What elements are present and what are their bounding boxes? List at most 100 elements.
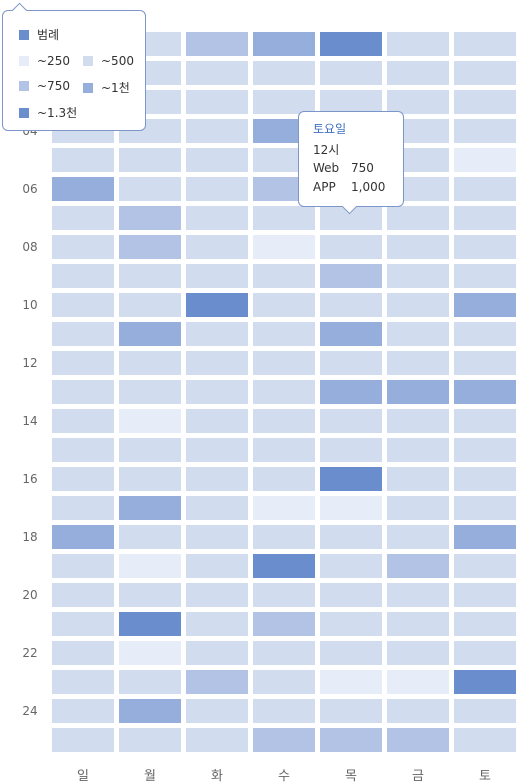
heatmap-cell[interactable] <box>320 235 382 259</box>
heatmap-cell[interactable] <box>186 119 248 143</box>
heatmap-cell[interactable] <box>253 525 315 549</box>
heatmap-cell[interactable] <box>253 583 315 607</box>
heatmap-cell[interactable] <box>52 670 114 694</box>
heatmap-cell[interactable] <box>454 525 516 549</box>
heatmap-cell[interactable] <box>253 351 315 375</box>
heatmap-cell[interactable] <box>52 148 114 172</box>
heatmap-cell[interactable] <box>454 699 516 723</box>
heatmap-cell[interactable] <box>387 641 449 665</box>
heatmap-cell[interactable] <box>320 554 382 578</box>
heatmap-cell[interactable] <box>320 380 382 404</box>
heatmap-cell[interactable] <box>320 351 382 375</box>
heatmap-cell[interactable] <box>454 32 516 56</box>
heatmap-cell[interactable] <box>119 467 181 491</box>
heatmap-cell[interactable] <box>253 235 315 259</box>
heatmap-cell[interactable] <box>387 206 449 230</box>
heatmap-cell[interactable] <box>387 322 449 346</box>
heatmap-cell[interactable] <box>186 177 248 201</box>
heatmap-cell[interactable] <box>454 728 516 752</box>
heatmap-cell[interactable] <box>52 380 114 404</box>
heatmap-cell[interactable] <box>119 612 181 636</box>
heatmap-cell[interactable] <box>119 264 181 288</box>
heatmap-cell[interactable] <box>119 177 181 201</box>
heatmap-cell[interactable] <box>387 61 449 85</box>
heatmap-cell[interactable] <box>186 293 248 317</box>
heatmap-cell[interactable] <box>52 177 114 201</box>
heatmap-cell[interactable] <box>52 467 114 491</box>
heatmap-cell[interactable] <box>119 380 181 404</box>
heatmap-cell[interactable] <box>186 264 248 288</box>
heatmap-cell[interactable] <box>320 264 382 288</box>
heatmap-cell[interactable] <box>119 293 181 317</box>
heatmap-cell[interactable] <box>119 351 181 375</box>
heatmap-cell[interactable] <box>387 293 449 317</box>
heatmap-cell[interactable] <box>387 467 449 491</box>
heatmap-cell[interactable] <box>52 641 114 665</box>
heatmap-cell[interactable] <box>454 264 516 288</box>
heatmap-cell[interactable] <box>52 554 114 578</box>
heatmap-cell[interactable] <box>454 409 516 433</box>
heatmap-cell[interactable] <box>387 264 449 288</box>
heatmap-cell[interactable] <box>52 496 114 520</box>
heatmap-cell[interactable] <box>186 61 248 85</box>
heatmap-cell[interactable] <box>320 90 382 114</box>
heatmap-cell[interactable] <box>52 235 114 259</box>
heatmap-cell[interactable] <box>454 641 516 665</box>
heatmap-cell[interactable] <box>119 438 181 462</box>
heatmap-cell[interactable] <box>387 728 449 752</box>
heatmap-cell[interactable] <box>387 554 449 578</box>
heatmap-cell[interactable] <box>52 206 114 230</box>
heatmap-cell[interactable] <box>320 496 382 520</box>
heatmap-cell[interactable] <box>320 670 382 694</box>
heatmap-cell[interactable] <box>320 32 382 56</box>
heatmap-cell[interactable] <box>320 583 382 607</box>
heatmap-cell[interactable] <box>454 61 516 85</box>
heatmap-cell[interactable] <box>186 380 248 404</box>
heatmap-cell[interactable] <box>119 699 181 723</box>
heatmap-cell[interactable] <box>387 380 449 404</box>
heatmap-cell[interactable] <box>387 496 449 520</box>
heatmap-cell[interactable] <box>454 351 516 375</box>
heatmap-cell[interactable] <box>320 641 382 665</box>
heatmap-cell[interactable] <box>186 351 248 375</box>
heatmap-cell[interactable] <box>454 380 516 404</box>
heatmap-cell[interactable] <box>119 728 181 752</box>
heatmap-cell[interactable] <box>454 235 516 259</box>
heatmap-cell[interactable] <box>52 612 114 636</box>
heatmap-cell[interactable] <box>387 32 449 56</box>
heatmap-cell[interactable] <box>186 235 248 259</box>
heatmap-cell[interactable] <box>454 496 516 520</box>
heatmap-cell[interactable] <box>186 728 248 752</box>
heatmap-cell[interactable] <box>253 554 315 578</box>
heatmap-cell[interactable] <box>119 322 181 346</box>
heatmap-cell[interactable] <box>454 670 516 694</box>
heatmap-cell[interactable] <box>320 467 382 491</box>
heatmap-cell[interactable] <box>454 438 516 462</box>
heatmap-cell[interactable] <box>253 467 315 491</box>
heatmap-cell[interactable] <box>320 699 382 723</box>
heatmap-cell[interactable] <box>253 496 315 520</box>
heatmap-cell[interactable] <box>387 525 449 549</box>
heatmap-cell[interactable] <box>52 293 114 317</box>
heatmap-cell[interactable] <box>320 525 382 549</box>
heatmap-cell[interactable] <box>320 322 382 346</box>
heatmap-cell[interactable] <box>52 525 114 549</box>
heatmap-cell[interactable] <box>387 90 449 114</box>
heatmap-cell[interactable] <box>186 32 248 56</box>
heatmap-cell[interactable] <box>119 525 181 549</box>
heatmap-cell[interactable] <box>119 235 181 259</box>
heatmap-cell[interactable] <box>253 61 315 85</box>
heatmap-cell[interactable] <box>119 583 181 607</box>
heatmap-cell[interactable] <box>387 351 449 375</box>
heatmap-cell[interactable] <box>119 148 181 172</box>
heatmap-cell[interactable] <box>387 699 449 723</box>
heatmap-cell[interactable] <box>186 322 248 346</box>
heatmap-cell[interactable] <box>52 264 114 288</box>
heatmap-cell[interactable] <box>186 699 248 723</box>
heatmap-cell[interactable] <box>186 148 248 172</box>
heatmap-cell[interactable] <box>119 409 181 433</box>
heatmap-cell[interactable] <box>52 583 114 607</box>
heatmap-cell[interactable] <box>454 119 516 143</box>
heatmap-cell[interactable] <box>52 322 114 346</box>
heatmap-cell[interactable] <box>454 90 516 114</box>
